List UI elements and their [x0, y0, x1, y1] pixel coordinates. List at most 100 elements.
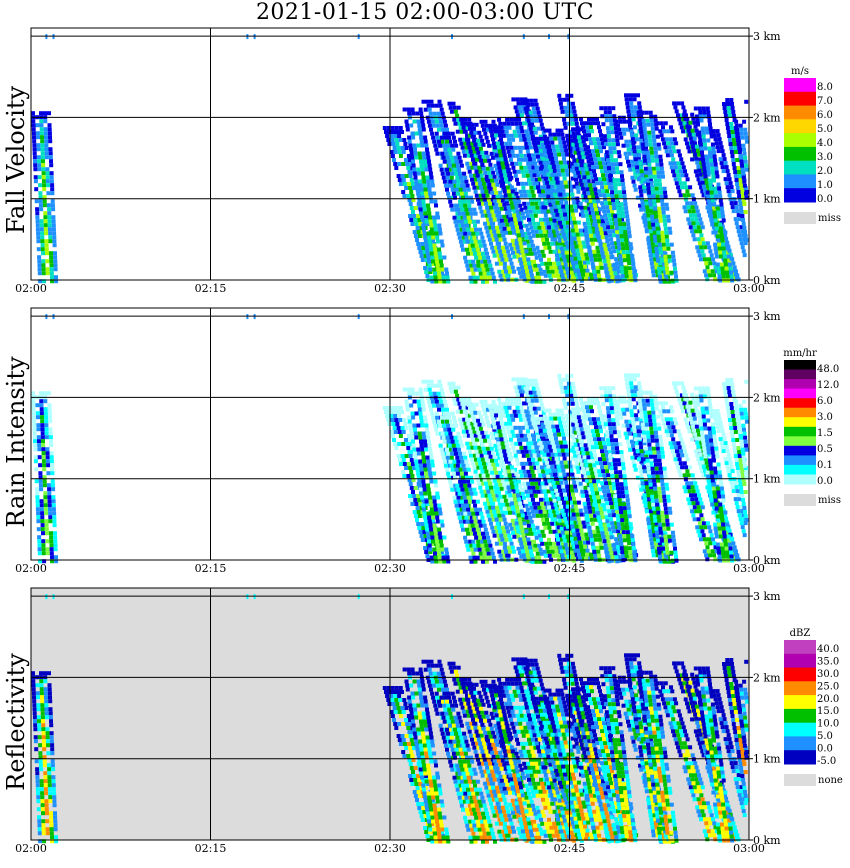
echo-cell: [697, 181, 702, 186]
echo-cell: [465, 195, 469, 200]
echo-cell: [416, 230, 421, 234]
echo-cell: [48, 431, 53, 436]
echo-cell: [717, 242, 722, 247]
echo-cell: [601, 173, 605, 178]
echo-cell: [445, 275, 450, 280]
echo-cell: [566, 97, 571, 102]
echo-cell: [473, 130, 478, 135]
echo-cell: [477, 519, 482, 524]
echo-cell: [49, 439, 53, 444]
echo-cell: [43, 411, 48, 416]
echo-cell: [44, 423, 49, 428]
echo-cell: [389, 414, 394, 418]
echo-cell: [651, 130, 656, 135]
echo-cell: [421, 223, 426, 228]
echo-cell: [38, 183, 43, 188]
echo-cell: [537, 225, 542, 230]
echo-cell: [573, 268, 578, 273]
echo-cell: [693, 201, 698, 206]
echo-cell: [670, 250, 675, 255]
echo-cell: [545, 180, 550, 185]
echo-cell: [553, 237, 557, 242]
echo-cell: [509, 261, 514, 266]
echo-cell: [417, 479, 422, 484]
echo-cell: [715, 174, 720, 179]
echo-cell: [500, 161, 505, 166]
echo-cell: [461, 223, 465, 228]
echo-cell: [629, 246, 634, 251]
echo-cell: [651, 245, 656, 250]
echo-cell: [542, 209, 547, 214]
echo-cell: [462, 153, 467, 158]
echo-cell: [518, 161, 523, 166]
echo-cell: [571, 232, 576, 237]
echo-cell: [482, 243, 487, 248]
echo-cell: [460, 511, 465, 516]
echo-cell: [487, 143, 492, 148]
echo-cell: [564, 200, 569, 205]
echo-cell: [731, 138, 736, 142]
echo-cell: [608, 178, 613, 183]
echo-cell: [420, 119, 425, 124]
echo-cell: [720, 165, 725, 170]
echo-cell: [721, 169, 726, 174]
echo-cell: [47, 131, 52, 136]
echo-cell: [537, 189, 542, 194]
echo-cell: [461, 183, 466, 188]
echo-cell: [710, 198, 715, 203]
echo-cell: [455, 483, 460, 488]
echo-cell: [665, 238, 670, 243]
echo-cell: [610, 190, 615, 195]
echo-cell: [540, 142, 545, 147]
echo-cell: [586, 191, 591, 196]
echo-cell: [638, 161, 643, 166]
echo-cell: [43, 215, 48, 220]
echo-cell: [428, 471, 433, 476]
echo-cell: [653, 238, 658, 243]
echo-cell: [688, 120, 693, 125]
echo-cell: [41, 267, 46, 272]
echo-cell: [534, 181, 539, 186]
echo-cell: [462, 519, 467, 524]
echo-cell: [740, 229, 745, 234]
echo-cell: [40, 423, 45, 428]
echo-cell: [407, 135, 412, 140]
echo-cell: [564, 266, 569, 271]
echo-cell: [463, 421, 468, 426]
echo-cell: [503, 193, 508, 198]
echo-cell: [447, 167, 452, 172]
echo-cell: [408, 158, 412, 162]
echo-cell: [437, 407, 441, 412]
echo-cell: [491, 182, 496, 187]
echo-cell: [606, 259, 611, 264]
echo-cell: [486, 197, 491, 202]
echo-cell: [460, 459, 465, 464]
echo-cell: [620, 178, 625, 183]
echo-cell: [409, 147, 413, 152]
echo-cell: [35, 507, 40, 512]
echo-cell: [476, 539, 481, 544]
echo-cell: [49, 251, 53, 256]
echo-cell: [417, 151, 422, 156]
echo-cell: [623, 198, 628, 203]
echo-cell: [480, 189, 485, 194]
echo-cell: [686, 128, 691, 133]
echo-cell: [476, 477, 480, 482]
echo-cell: [568, 149, 573, 154]
echo-cell: [47, 487, 52, 492]
echo-cell: [563, 269, 568, 274]
echo-cell: [671, 254, 676, 259]
echo-cell: [45, 167, 50, 172]
echo-cell: [474, 227, 479, 232]
echo-cell: [629, 105, 634, 110]
echo-cell: [463, 231, 468, 236]
echo-cell: [731, 162, 736, 166]
echo-cell: [516, 233, 521, 238]
echo-cell: [495, 182, 500, 187]
echo-cell: [666, 218, 671, 223]
echo-cell: [458, 137, 463, 142]
echo-cell: [521, 157, 525, 162]
echo-cell: [406, 166, 411, 170]
echo-cell: [514, 238, 519, 243]
echo-cell: [528, 235, 533, 240]
